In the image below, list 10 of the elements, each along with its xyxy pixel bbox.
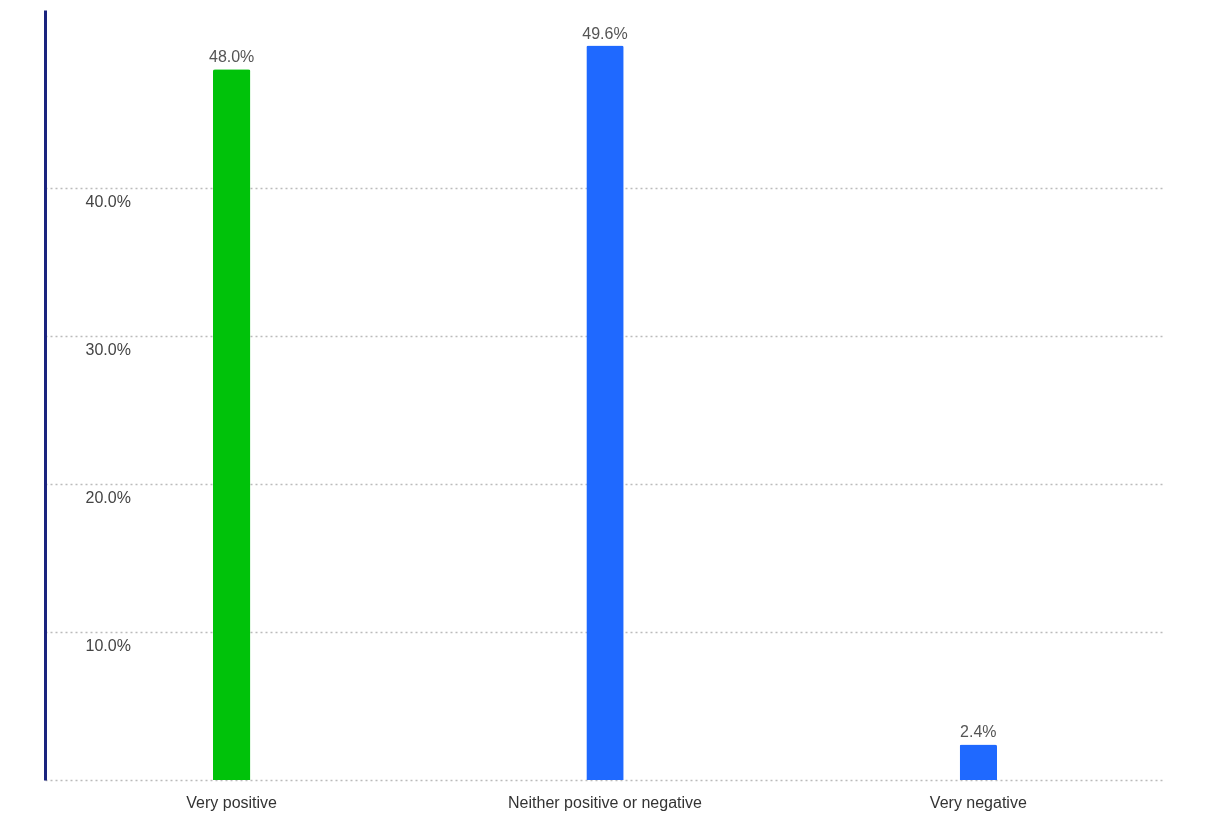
data-label: 48.0% [208, 48, 255, 66]
y-tick-label: 10.0% [85, 637, 131, 655]
x-tick-label: Neither positive or negative [508, 793, 703, 811]
data-label: 49.6% [582, 24, 628, 42]
y-tick-label: 30.0% [85, 341, 131, 359]
y-tick-label: 20.0% [85, 489, 131, 507]
x-tick-label: Very negative [929, 793, 1027, 811]
data-label: 2.4% [960, 723, 997, 741]
x-tick-label: Very positive [186, 793, 278, 811]
y-tick-label: 40.0% [85, 193, 131, 211]
